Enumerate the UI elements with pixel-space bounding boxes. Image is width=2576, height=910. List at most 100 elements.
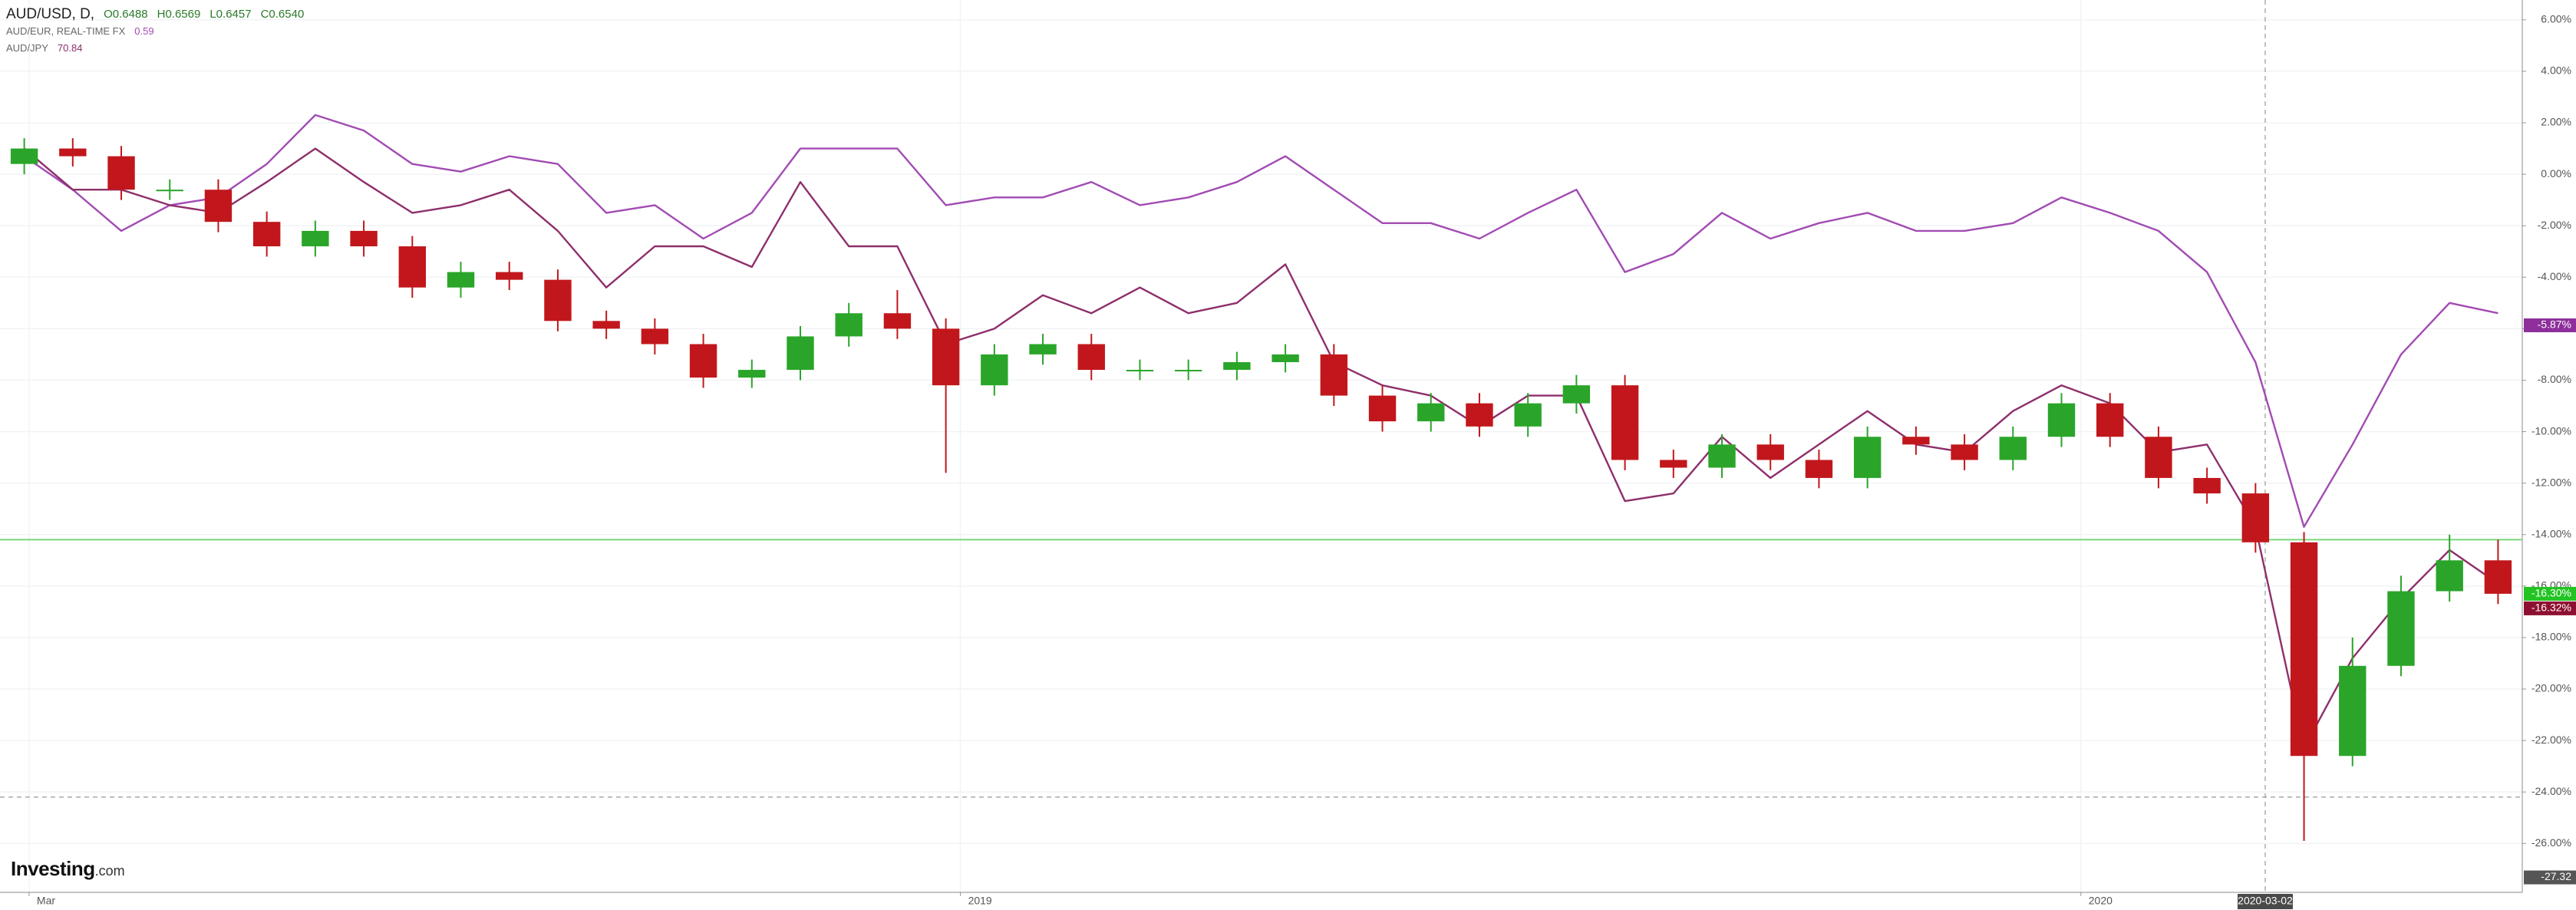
price-label-box xyxy=(2524,601,2576,615)
price-label: -27.32 xyxy=(2541,870,2571,882)
series-legend: AUD/EUR, REAL-TIME FX 0.59 AUD/JPY 70.84 xyxy=(6,23,304,57)
ohlc-label: O0.6488 xyxy=(104,8,148,21)
candle-body xyxy=(1708,444,1736,468)
x-tick-label: 2019 xyxy=(968,895,992,907)
price-label-box xyxy=(2524,318,2576,333)
candle-body xyxy=(2290,542,2318,757)
candle-body xyxy=(252,222,281,247)
candle-body xyxy=(1223,361,1251,371)
candle-body xyxy=(107,156,135,190)
y-tick-label: -10.00% xyxy=(2531,424,2571,437)
watermark: Investing.com xyxy=(11,857,125,881)
price-label-box xyxy=(2524,586,2576,601)
candle-body xyxy=(2145,437,2172,478)
price-label: -16.32% xyxy=(2531,602,2571,614)
candle-body xyxy=(2436,560,2463,592)
candle-body xyxy=(1320,354,1348,396)
y-tick-label: 4.00% xyxy=(2541,64,2571,77)
candle-body xyxy=(1902,437,1930,445)
crosshair-label: 2020-03-02 xyxy=(2238,895,2293,907)
chart-title: AUD/USD, D, xyxy=(6,6,95,22)
y-tick-label: -26.00% xyxy=(2531,836,2571,849)
candle-body xyxy=(932,328,960,386)
price-label-box xyxy=(2524,870,2576,885)
ohlc-label: C0.6540 xyxy=(260,8,305,21)
candle-body xyxy=(59,148,87,157)
candle-body xyxy=(883,313,912,329)
candle-body xyxy=(2484,560,2512,594)
candle-body xyxy=(1272,354,1299,362)
y-tick-label: -8.00% xyxy=(2538,373,2571,385)
candle-body xyxy=(2339,665,2367,757)
candle-body xyxy=(1853,437,1882,478)
legend-name: AUD/EUR, REAL-TIME FX xyxy=(6,25,126,37)
legend: AUD/USD, D, O0.6488 H0.6569 L0.6457 C0.6… xyxy=(6,6,304,57)
candle-body xyxy=(1562,385,1591,404)
candle-body xyxy=(1077,344,1105,371)
legend-name: AUD/JPY xyxy=(6,42,48,54)
compare-line xyxy=(23,114,2498,528)
crosshair-label-box xyxy=(2237,894,2293,909)
candle-body xyxy=(1611,385,1639,460)
candle-body xyxy=(1174,370,1202,372)
y-tick-label: -2.00% xyxy=(2538,219,2571,231)
candle-body xyxy=(2047,403,2076,437)
candle-body xyxy=(1126,370,1154,372)
candle-body xyxy=(981,354,1008,386)
candle-body xyxy=(835,313,863,337)
compare-line xyxy=(23,147,2499,750)
legend-value: 70.84 xyxy=(57,42,83,54)
candle-body xyxy=(1466,403,1493,427)
watermark-suffix: .com xyxy=(94,863,125,879)
x-tick-label: 2020 xyxy=(2089,895,2113,907)
legend-entry: AUD/EUR, REAL-TIME FX 0.59 xyxy=(6,23,304,40)
y-tick-label: -20.00% xyxy=(2531,682,2571,694)
candle-body xyxy=(787,336,814,371)
plot-background xyxy=(0,0,2522,892)
ohlc-label: H0.6569 xyxy=(157,8,201,21)
candle-body xyxy=(1756,444,1784,460)
price-label: -16.30% xyxy=(2531,587,2571,599)
candle-body xyxy=(1368,395,1397,422)
candle-body xyxy=(350,230,378,247)
candle-body xyxy=(1660,460,1687,468)
candle-body xyxy=(1805,460,1833,478)
y-tick-label: 0.00% xyxy=(2541,167,2571,180)
candle-body xyxy=(544,279,572,321)
y-tick-label: -18.00% xyxy=(2531,631,2571,643)
candle-body xyxy=(641,328,669,345)
y-tick-label: 2.00% xyxy=(2541,116,2571,128)
y-tick-label: 6.00% xyxy=(2541,13,2571,25)
candle-body xyxy=(302,230,329,247)
candle-body xyxy=(1999,437,2027,460)
candle-body xyxy=(2096,403,2124,437)
y-tick-label: -22.00% xyxy=(2531,734,2571,746)
ohlc-label: L0.6457 xyxy=(209,8,252,21)
x-tick-label: Mar xyxy=(37,895,55,907)
y-tick-label: -12.00% xyxy=(2531,476,2571,488)
candle-body xyxy=(398,246,426,288)
watermark-text: Investing xyxy=(11,857,95,880)
candle-body xyxy=(156,190,183,192)
legend-value: 0.59 xyxy=(134,25,154,37)
candle-body xyxy=(496,272,523,280)
candle-body xyxy=(738,370,766,378)
main-legend-row: AUD/USD, D, O0.6488 H0.6569 L0.6457 C0.6… xyxy=(6,6,304,23)
y-tick-label: -14.00% xyxy=(2531,527,2571,539)
candle-body xyxy=(1951,444,1978,460)
candle-body xyxy=(2241,493,2270,542)
candle-body xyxy=(1514,403,1542,427)
y-tick-label: -24.00% xyxy=(2531,785,2571,797)
price-label: -5.87% xyxy=(2538,318,2571,331)
candle-body xyxy=(689,344,717,378)
candle-body xyxy=(447,272,475,288)
candle-body xyxy=(204,190,233,223)
candle-body xyxy=(2387,591,2415,666)
y-tick-label: -4.00% xyxy=(2538,270,2571,282)
candle-body xyxy=(1417,403,1445,422)
candle-body xyxy=(592,321,620,329)
legend-entry: AUD/JPY 70.84 xyxy=(6,40,304,57)
candle-body xyxy=(2193,477,2221,494)
